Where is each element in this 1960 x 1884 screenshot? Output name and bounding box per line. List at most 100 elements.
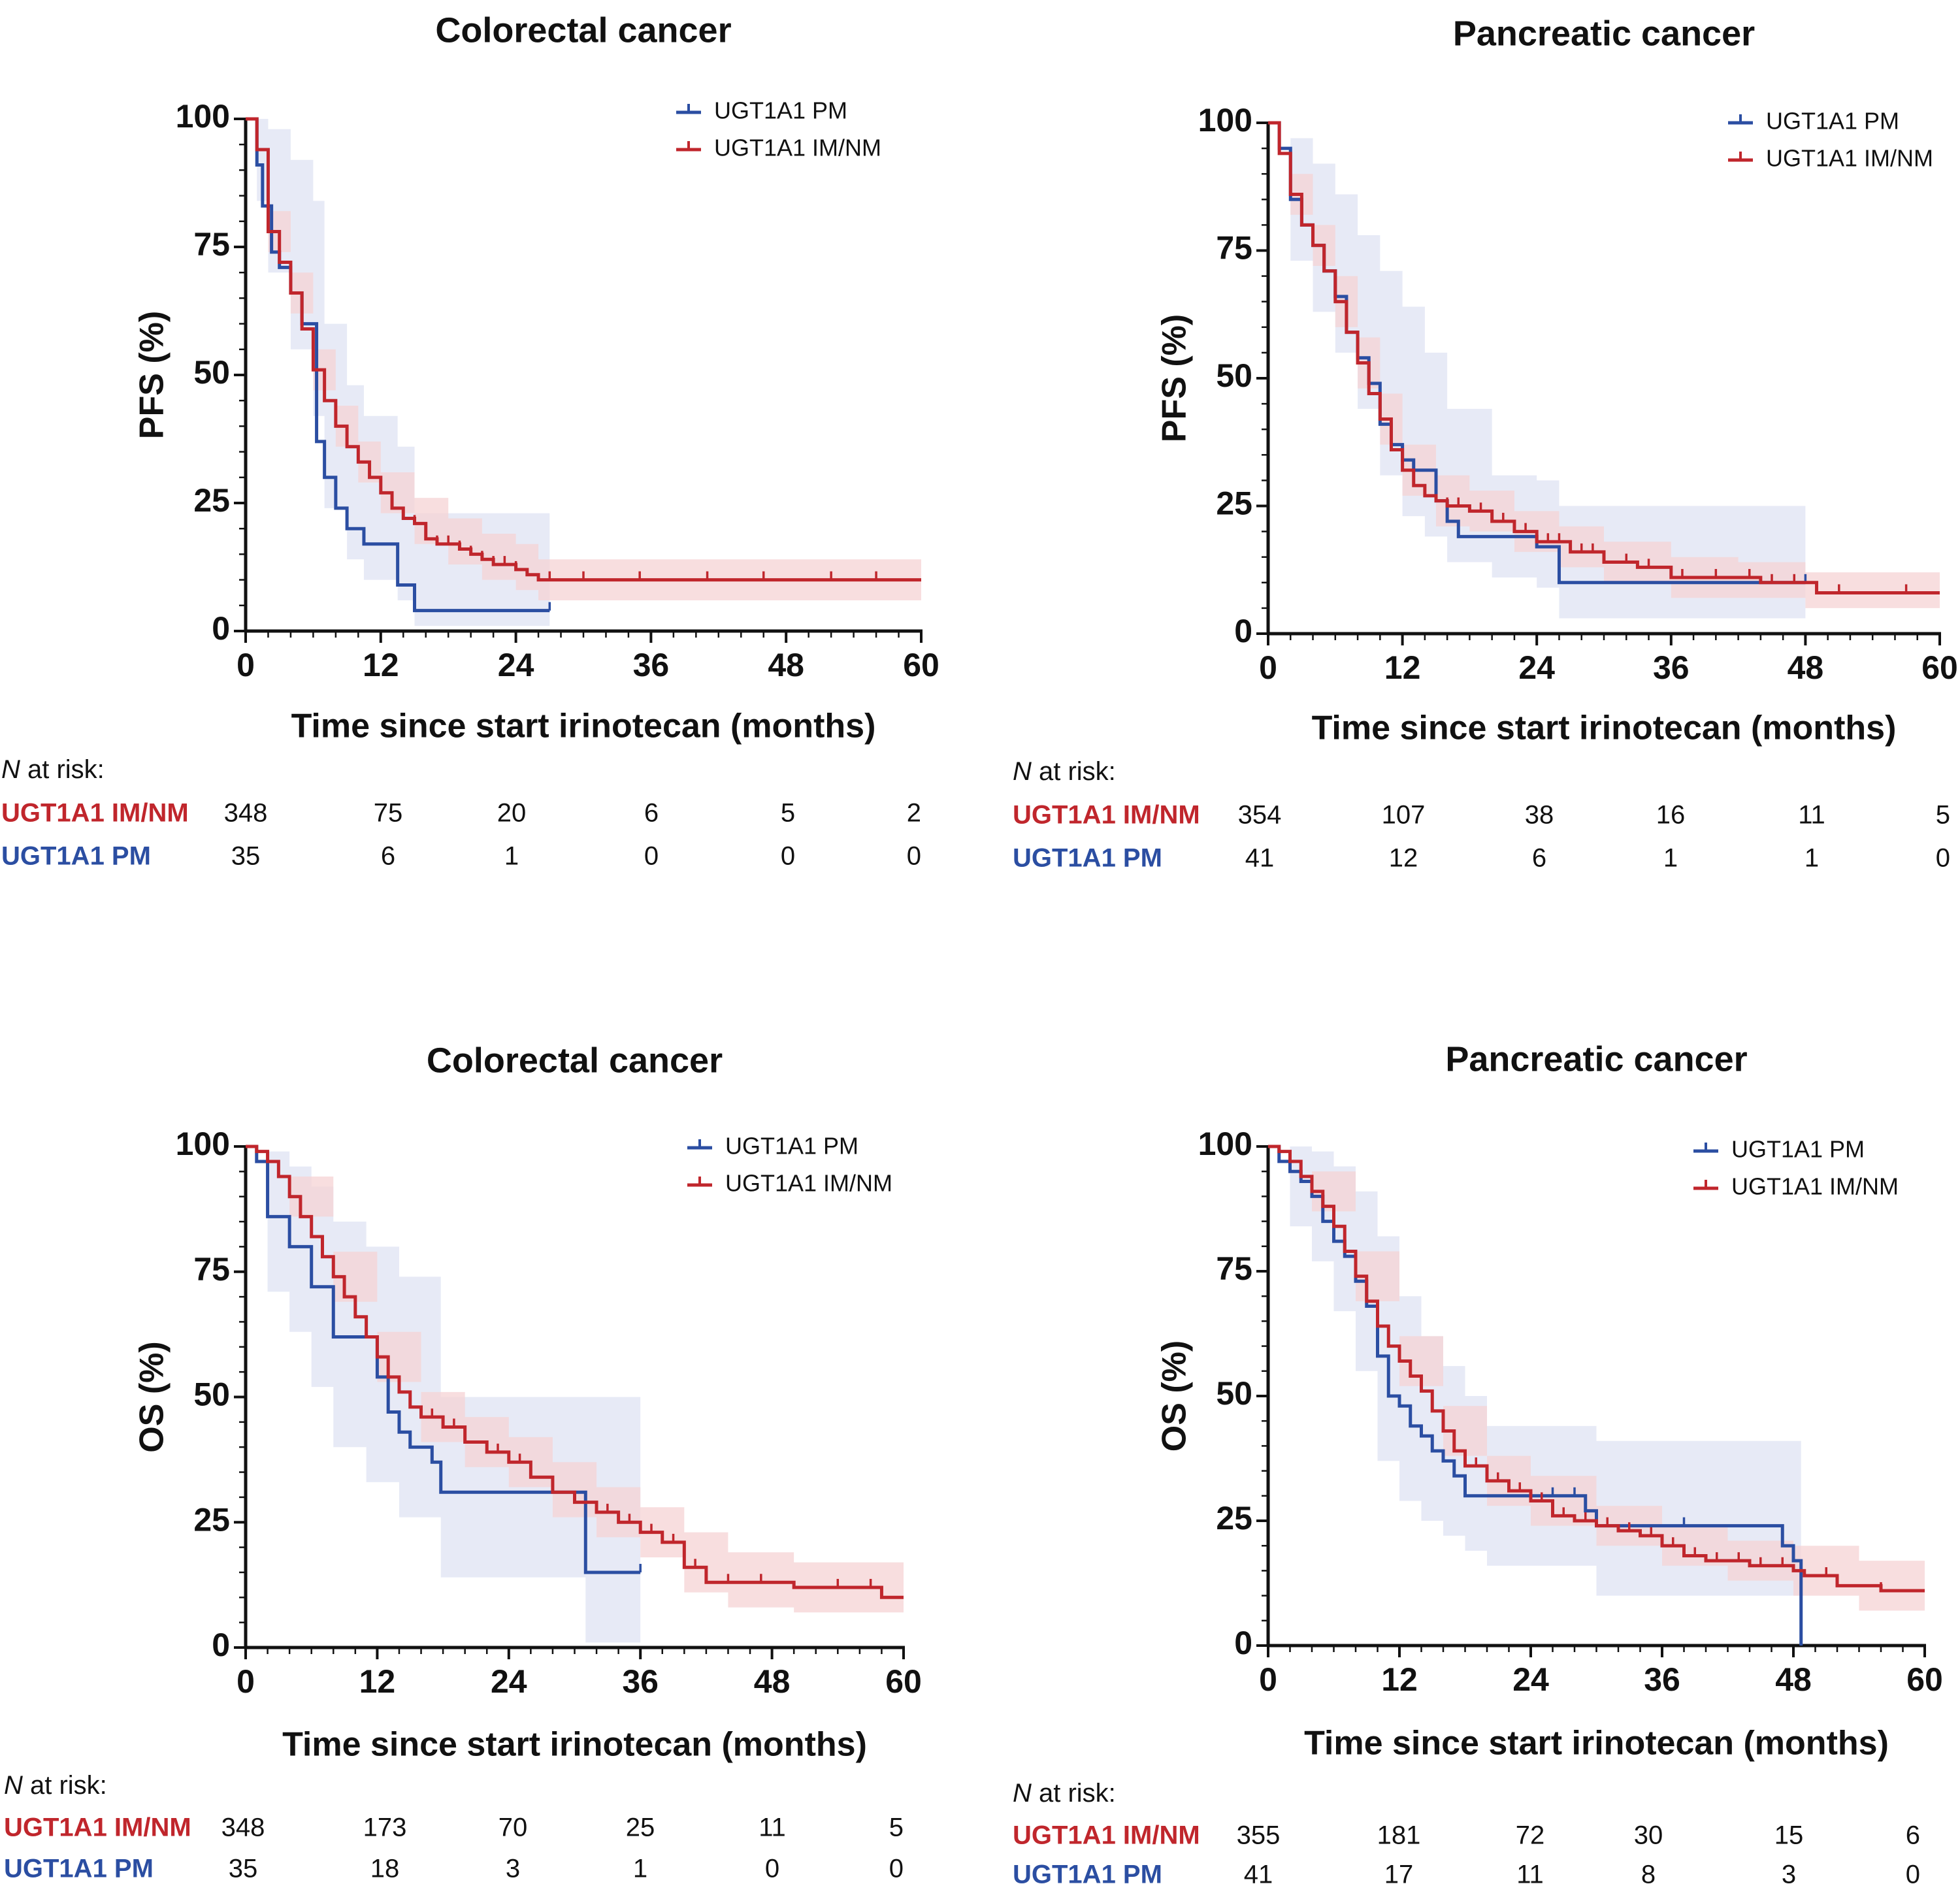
y-tick-label: 0 — [1234, 613, 1252, 649]
y-tick-label: 75 — [193, 1251, 230, 1288]
risk-value: 1 — [1663, 844, 1678, 873]
x-tick-label: 48 — [1788, 649, 1824, 686]
km-curve-imnm — [246, 117, 921, 582]
x-tick-label: 36 — [1644, 1661, 1680, 1698]
risk-row-label: UGT1A1 IM/NM — [1013, 1821, 1200, 1850]
risk-value: 2 — [907, 799, 921, 828]
chart-title: Colorectal cancer — [427, 1041, 723, 1080]
ci-band-pm — [1268, 1146, 1801, 1646]
legend-label: UGT1A1 IM/NM — [1731, 1173, 1899, 1200]
risk-value: 11 — [759, 1813, 786, 1842]
risk-value: 181 — [1377, 1821, 1421, 1850]
risk-value: 35 — [229, 1855, 258, 1883]
risk-header-text: at risk: — [1032, 1779, 1116, 1808]
risk-value: 17 — [1384, 1860, 1414, 1884]
y-axis-title: PFS (%) — [1156, 314, 1194, 442]
legend-label: UGT1A1 PM — [725, 1133, 858, 1160]
risk-value: 3 — [1782, 1860, 1796, 1884]
x-tick-label: 0 — [1259, 649, 1277, 686]
risk-value: 173 — [363, 1813, 407, 1842]
x-tick-label: 24 — [1512, 1661, 1549, 1698]
x-tick-label: 24 — [498, 647, 534, 683]
legend-label: UGT1A1 IM/NM — [714, 135, 881, 161]
km-curve-pm — [1268, 1145, 1803, 1646]
risk-value: 41 — [1244, 1860, 1273, 1884]
risk-table-header: N at risk: — [1013, 757, 1116, 786]
y-tick-label: 100 — [176, 98, 230, 135]
risk-value: 0 — [1936, 844, 1950, 873]
chart-title: Pancreatic cancer — [1453, 14, 1755, 53]
risk-value: 348 — [221, 1813, 265, 1842]
risk-value: 11 — [1798, 801, 1825, 830]
y-tick-label: 25 — [193, 1501, 230, 1538]
y-tick-label: 100 — [1198, 102, 1252, 138]
x-axis-title: Time since start irinotecan (months) — [282, 1726, 867, 1764]
x-tick-label: 60 — [903, 647, 939, 683]
risk-value: 5 — [889, 1813, 904, 1842]
x-tick-label: 0 — [1259, 1661, 1277, 1698]
legend-label: UGT1A1 PM — [714, 97, 847, 124]
risk-header-n: N — [1, 755, 20, 784]
y-tick-label: 75 — [193, 226, 230, 263]
risk-value: 15 — [1774, 1821, 1804, 1850]
x-tick-label: 48 — [1775, 1661, 1812, 1698]
km-curve-imnm — [1268, 1145, 1925, 1593]
risk-value: 1 — [1805, 844, 1819, 873]
y-tick-label: 50 — [1216, 357, 1252, 394]
y-tick-label: 0 — [1234, 1625, 1252, 1661]
ci-band-imnm — [246, 1146, 904, 1623]
y-tick-label: 75 — [1216, 1250, 1252, 1287]
legend-label: UGT1A1 PM — [1766, 108, 1899, 135]
risk-header-n: N — [1013, 757, 1032, 786]
x-tick-label: 12 — [1381, 1661, 1418, 1698]
risk-value: 6 — [1532, 844, 1546, 873]
y-tick-label: 100 — [176, 1126, 230, 1162]
risk-value: 35 — [231, 842, 261, 871]
x-tick-label: 24 — [1518, 649, 1555, 686]
y-axis-title: PFS (%) — [133, 311, 171, 439]
risk-row-label: UGT1A1 PM — [1013, 844, 1162, 873]
x-axis-title: Time since start irinotecan (months) — [1304, 1725, 1889, 1762]
risk-value: 20 — [497, 799, 527, 828]
risk-value: 354 — [1238, 801, 1282, 830]
risk-value: 0 — [765, 1855, 779, 1883]
risk-header-text: at risk: — [1032, 757, 1116, 786]
risk-value: 0 — [1906, 1860, 1920, 1884]
risk-table-header: N at risk: — [1, 755, 105, 784]
risk-value: 18 — [370, 1855, 400, 1883]
risk-value: 5 — [781, 799, 795, 828]
risk-header-n: N — [4, 1771, 23, 1800]
risk-row-label: UGT1A1 PM — [1013, 1860, 1162, 1884]
x-tick-label: 12 — [359, 1663, 396, 1700]
risk-value: 11 — [1516, 1860, 1544, 1884]
x-tick-label: 60 — [885, 1663, 922, 1700]
risk-value: 0 — [889, 1855, 904, 1883]
y-axis-title: OS (%) — [133, 1341, 171, 1452]
x-tick-label: 12 — [363, 647, 399, 683]
risk-value: 1 — [504, 842, 519, 871]
x-tick-label: 60 — [1921, 649, 1958, 686]
y-tick-label: 75 — [1216, 230, 1252, 267]
y-tick-label: 50 — [1216, 1375, 1252, 1412]
x-tick-label: 36 — [622, 1663, 659, 1700]
x-tick-label: 36 — [1653, 649, 1690, 686]
y-axis-title: OS (%) — [1156, 1340, 1194, 1452]
risk-value: 38 — [1525, 801, 1554, 830]
ci-band-imnm — [246, 119, 921, 600]
ci-band-pm — [246, 119, 550, 626]
risk-value: 3 — [506, 1855, 520, 1883]
x-tick-label: 36 — [633, 647, 670, 683]
risk-value: 0 — [781, 842, 795, 871]
risk-value: 6 — [644, 799, 659, 828]
y-tick-label: 0 — [212, 1627, 230, 1663]
x-tick-label: 12 — [1384, 649, 1421, 686]
risk-value: 0 — [644, 842, 659, 871]
y-tick-label: 25 — [1216, 485, 1252, 522]
legend-label: UGT1A1 IM/NM — [1766, 145, 1933, 172]
risk-row-label: UGT1A1 IM/NM — [1013, 801, 1200, 830]
risk-value: 72 — [1516, 1821, 1545, 1850]
y-tick-label: 50 — [193, 1376, 230, 1413]
